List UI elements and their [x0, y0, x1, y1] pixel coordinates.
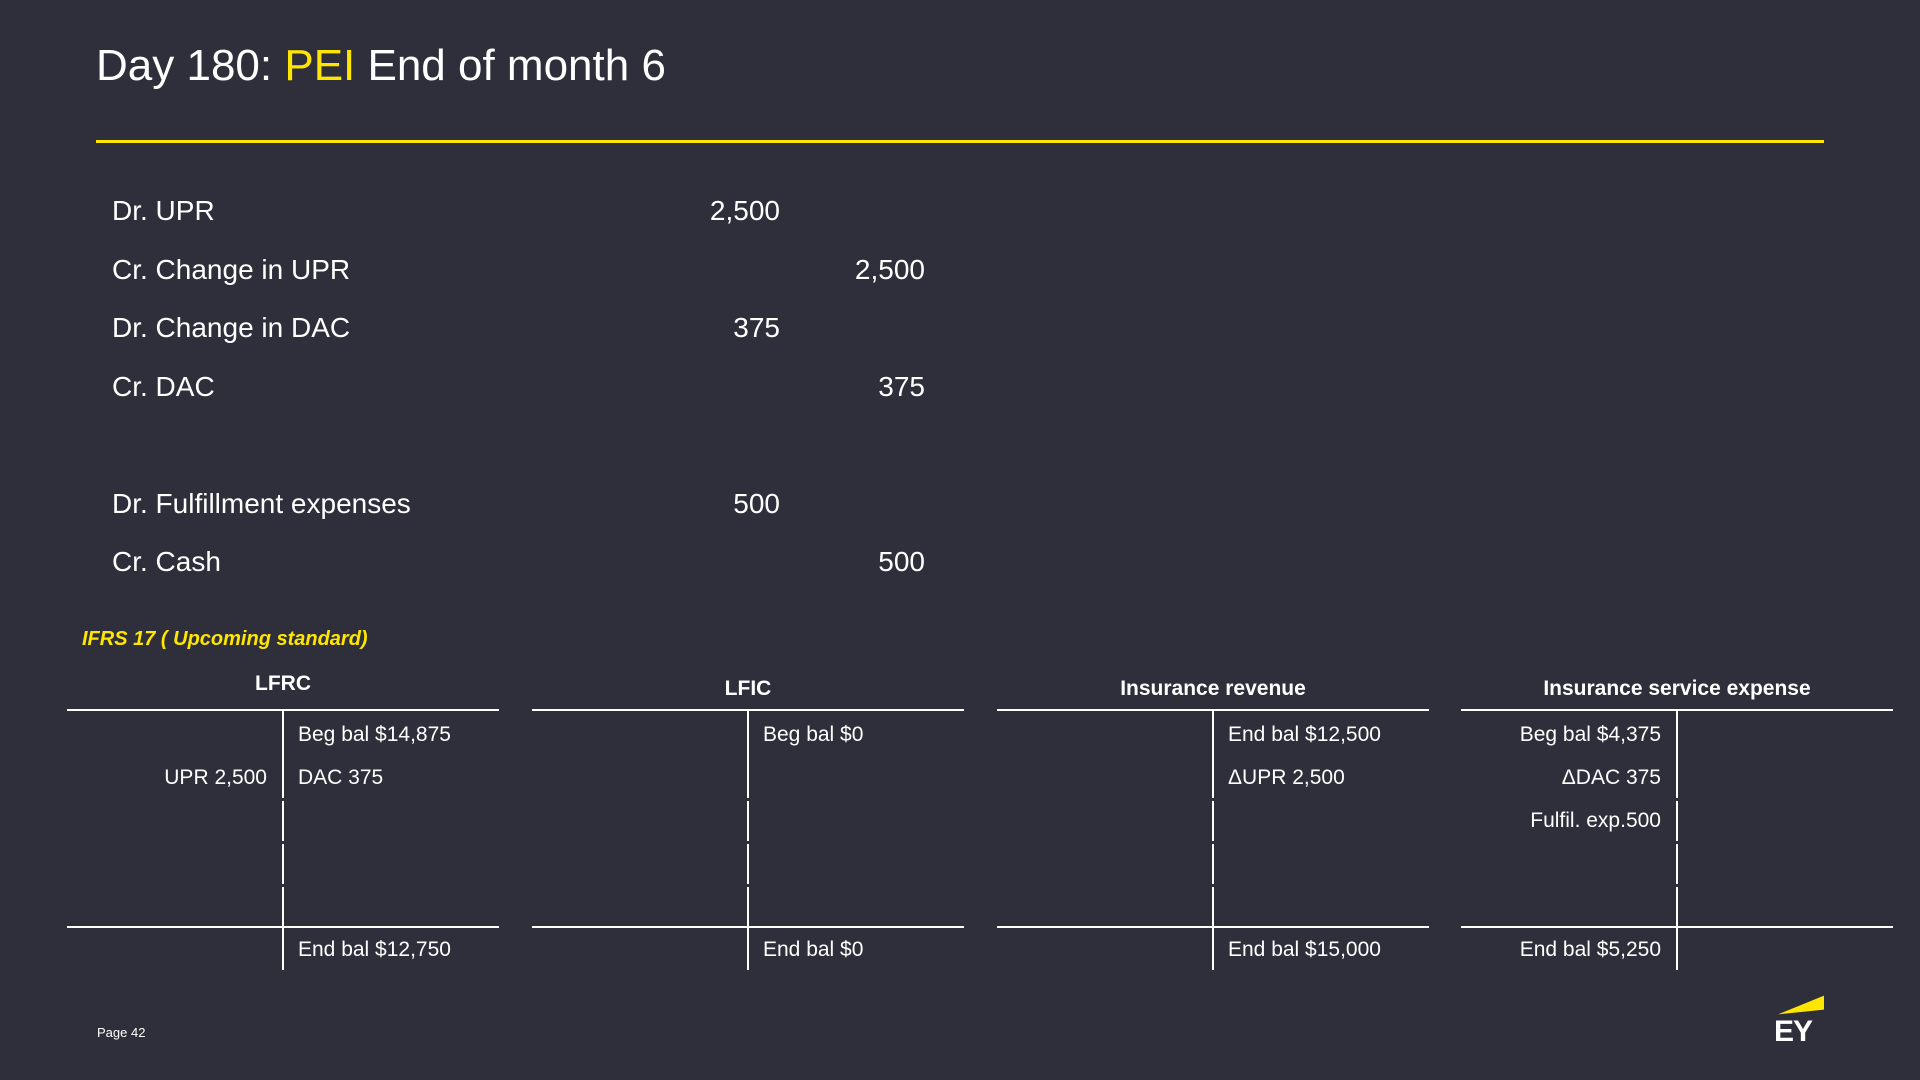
entry-label: Dr. Fulfillment expenses — [112, 487, 411, 519]
journal-entry: Cr. Cash 500 — [112, 536, 932, 595]
t-account-line-gap — [746, 884, 750, 887]
entry-credit: 2,500 — [854, 253, 925, 285]
entry-label: Dr. UPR — [112, 195, 215, 226]
logo-text: EY — [1774, 1015, 1813, 1048]
t-account-line-gap — [746, 798, 750, 801]
t-account-top-line — [67, 709, 499, 711]
journal-entries: Dr. UPR 2,500 Cr. Change in UPR 2,500 Dr… — [112, 185, 932, 595]
slide-title: Day 180: PEI End of month 6 — [96, 38, 666, 94]
t-account-vertical-line — [1676, 711, 1678, 970]
end-debit-cell: End bal $5,250 — [1519, 938, 1661, 961]
t-account-insurance-revenue: Insurance revenue End bal $12,500 ΔUPR 2… — [997, 670, 1429, 970]
t-account-lfic: LFIC Beg bal $0 End bal $0 — [532, 670, 964, 970]
entry-label: Cr. DAC — [112, 370, 215, 402]
entry-credit: 500 — [878, 546, 925, 577]
t-account-title: Insurance revenue — [1120, 677, 1306, 700]
entry-label: Dr. Change in DAC — [112, 312, 351, 343]
journal-entry: Dr. Change in DAC 375 — [112, 302, 932, 361]
journal-entry: Dr. Fulfillment expenses 500 — [112, 478, 932, 537]
title-divider — [96, 140, 1824, 143]
ifrs17-label: IFRS 17 ( Upcoming standard) — [82, 628, 368, 650]
t-account-title: LFIC — [724, 677, 772, 700]
debit-cell: UPR 2,500 — [164, 766, 267, 789]
debit-cell: ΔDAC 375 — [1561, 766, 1661, 789]
entry-debit: 375 — [733, 312, 780, 343]
t-account-total-line — [1461, 926, 1893, 928]
t-account-line-gap — [746, 841, 750, 844]
end-credit-cell: End bal $15,000 — [1228, 938, 1381, 961]
credit-cell: ΔUPR 2,500 — [1228, 766, 1345, 789]
t-account-title: LFRC — [255, 672, 311, 695]
journal-entry: Dr. UPR 2,500 — [112, 185, 932, 244]
journal-entry: Cr. Change in UPR 2,500 — [112, 244, 932, 303]
credit-cell: Beg bal $14,875 — [298, 723, 451, 746]
entry-debit: 2,500 — [709, 195, 780, 226]
t-account-line-gap — [1675, 841, 1679, 844]
t-account-vertical-line — [282, 711, 284, 970]
t-account-line-gap — [281, 884, 285, 887]
end-credit-cell: End bal $0 — [763, 938, 864, 961]
t-account-title: Insurance service expense — [1543, 677, 1811, 700]
t-account-line-gap — [281, 798, 285, 801]
title-highlight: PEI — [284, 41, 356, 90]
entry-debit: 500 — [733, 487, 780, 519]
credit-cell: End bal $12,500 — [1228, 723, 1381, 746]
t-account-insurance-service-expense: Insurance service expense Beg bal $4,375… — [1461, 670, 1893, 970]
entry-label: Cr. Change in UPR — [112, 253, 351, 285]
t-account-total-line — [997, 926, 1429, 928]
end-credit-cell: End bal $12,750 — [298, 938, 451, 961]
ey-logo: EY — [1774, 995, 1826, 1052]
t-account-lfrc: LFRC UPR 2,500 Beg bal $14,875 DAC 375 E… — [67, 670, 499, 970]
debit-cell: Beg bal $4,375 — [1519, 723, 1661, 746]
t-account-top-line — [997, 709, 1429, 711]
t-account-line-gap — [1211, 841, 1215, 844]
t-account-total-line — [532, 926, 964, 928]
journal-entry: Cr. DAC 375 — [112, 361, 932, 420]
title-suffix: End of month 6 — [355, 41, 666, 90]
credit-cell: Beg bal $0 — [763, 723, 864, 746]
t-account-line-gap — [281, 841, 285, 844]
title-prefix: Day 180: — [96, 41, 285, 90]
page-number: Page 42 — [97, 1025, 146, 1040]
t-account-line-gap — [1675, 798, 1679, 801]
t-account-line-gap — [1211, 884, 1215, 887]
logo-beam-icon — [1778, 995, 1824, 1015]
t-account-top-line — [1461, 709, 1893, 711]
credit-cell: DAC 375 — [298, 766, 384, 789]
entry-credit: 375 — [878, 370, 925, 402]
t-account-total-line — [67, 926, 499, 928]
t-account-vertical-line — [747, 711, 749, 970]
t-account-line-gap — [1211, 798, 1215, 801]
t-account-top-line — [532, 709, 964, 711]
t-account-line-gap — [1675, 884, 1679, 887]
debit-cell: Fulfil. exp.500 — [1530, 809, 1661, 832]
entry-spacer — [112, 419, 932, 478]
entry-label: Cr. Cash — [112, 546, 221, 577]
t-account-vertical-line — [1212, 711, 1214, 970]
